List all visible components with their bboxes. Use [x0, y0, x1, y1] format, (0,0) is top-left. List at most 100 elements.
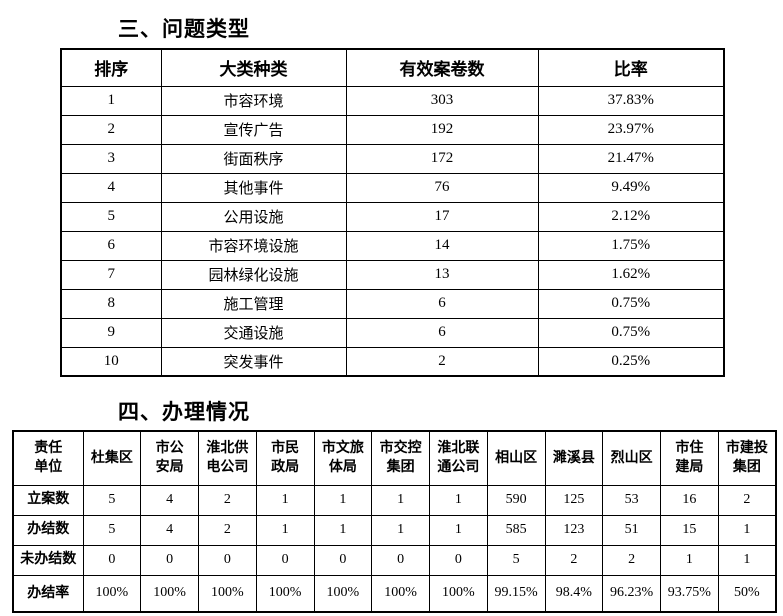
- value-cell: 1: [371, 514, 430, 546]
- table-row: 未办结数 0 0 0 0 0 0 0 5 2 2 1 1: [12, 544, 777, 576]
- category-cell: 园林绿化设施: [160, 259, 347, 290]
- value-cell: 4: [140, 484, 199, 516]
- unit-column-header: 市文旅 体局: [313, 430, 373, 486]
- row-label: 办结率: [12, 574, 84, 613]
- category-cell: 街面秩序: [160, 143, 347, 174]
- value-cell: 99.15%: [486, 574, 546, 613]
- value-cell: 100%: [198, 574, 257, 613]
- unit-column-header: 市公 安局: [140, 430, 199, 486]
- value-cell: 0: [255, 544, 315, 576]
- table-row: 办结数 5 4 2 1 1 1 1 585 123 51 15 1: [12, 514, 777, 546]
- table-row: 1 市容环境 303 37.83%: [60, 85, 725, 116]
- value-cell: 1: [717, 514, 777, 546]
- value-cell: 1: [717, 544, 777, 576]
- category-cell: 其他事件: [160, 172, 347, 203]
- value-cell: 93.75%: [660, 574, 719, 613]
- value-cell: 96.23%: [602, 574, 661, 613]
- unit-column-header: 濉溪县: [544, 430, 604, 486]
- value-cell: 1: [313, 484, 373, 516]
- table-row: 4 其他事件 76 9.49%: [60, 172, 725, 203]
- value-cell: 100%: [140, 574, 199, 613]
- value-cell: 4: [140, 514, 199, 546]
- value-cell: 5: [486, 544, 546, 576]
- handling-section-title: 四、办理情况: [118, 400, 250, 425]
- value-cell: 100%: [82, 574, 142, 613]
- value-cell: 2: [198, 484, 257, 516]
- table-row: 8 施工管理 6 0.75%: [60, 288, 725, 319]
- table-row: 9 交通设施 6 0.75%: [60, 317, 725, 348]
- case-count-cell: 6: [345, 317, 539, 348]
- value-cell: 50%: [717, 574, 777, 613]
- value-cell: 1: [371, 484, 430, 516]
- rank-cell: 1: [60, 85, 162, 116]
- unit-column-header: 杜集区: [82, 430, 142, 486]
- ratio-cell: 0.75%: [537, 288, 725, 319]
- value-cell: 0: [371, 544, 430, 576]
- table-row: 3 街面秩序 172 21.47%: [60, 143, 725, 174]
- case-count-cell: 14: [345, 230, 539, 261]
- ratio-cell: 1.62%: [537, 259, 725, 290]
- value-cell: 1: [255, 484, 315, 516]
- category-cell: 宣传广告: [160, 114, 347, 145]
- value-cell: 51: [602, 514, 661, 546]
- category-cell: 交通设施: [160, 317, 347, 348]
- handling-status-table: 责任 单位 杜集区 市公 安局 淮北供 电公司 市民 政局 市文旅 体局 市交控 集团 淮北联…: [12, 430, 777, 614]
- value-cell: 53: [602, 484, 661, 516]
- column-header: 大类种类: [160, 48, 347, 87]
- unit-column-header: 市交控 集团: [371, 430, 430, 486]
- ratio-cell: 9.49%: [537, 172, 725, 203]
- category-cell: 公用设施: [160, 201, 347, 232]
- value-cell: 1: [660, 544, 719, 576]
- category-cell: 市容环境设施: [160, 230, 347, 261]
- value-cell: 1: [255, 514, 315, 546]
- value-cell: 98.4%: [544, 574, 604, 613]
- unit-column-header: 市民 政局: [255, 430, 315, 486]
- table-row: 7 园林绿化设施 13 1.62%: [60, 259, 725, 290]
- unit-column-header: 淮北联 通公司: [429, 430, 488, 486]
- unit-column-header: 市建投 集团: [717, 430, 777, 486]
- value-cell: 0: [198, 544, 257, 576]
- case-count-cell: 172: [345, 143, 539, 174]
- value-cell: 0: [429, 544, 488, 576]
- value-cell: 0: [140, 544, 199, 576]
- value-cell: 2: [544, 544, 604, 576]
- unit-column-header: 淮北供 电公司: [198, 430, 257, 486]
- rank-cell: 9: [60, 317, 162, 348]
- case-count-cell: 17: [345, 201, 539, 232]
- unit-column-header: 市住 建局: [660, 430, 719, 486]
- value-cell: 2: [717, 484, 777, 516]
- value-cell: 1: [429, 514, 488, 546]
- case-count-cell: 303: [345, 85, 539, 116]
- value-cell: 5: [82, 514, 142, 546]
- unit-column-header: 烈山区: [602, 430, 661, 486]
- value-cell: 585: [486, 514, 546, 546]
- row-label: 未办结数: [12, 544, 84, 576]
- ratio-cell: 0.75%: [537, 317, 725, 348]
- rank-cell: 2: [60, 114, 162, 145]
- table-row: 办结率 100% 100% 100% 100% 100% 100% 100% 99.15% 98.…: [12, 574, 777, 613]
- handling-table-header-row: 责任 单位 杜集区 市公 安局 淮北供 电公司 市民 政局 市文旅 体局 市交控 集团 淮北联…: [12, 430, 777, 486]
- rank-cell: 6: [60, 230, 162, 261]
- problem-type-table: 排序 大类种类 有效案卷数 比率 1 市容环境 303 37.83% 2 宣传广告 192 23.9…: [60, 48, 725, 378]
- problem-table-header-row: 排序 大类种类 有效案卷数 比率: [60, 48, 725, 87]
- ratio-cell: 21.47%: [537, 143, 725, 174]
- column-header: 排序: [60, 48, 162, 87]
- rank-cell: 7: [60, 259, 162, 290]
- table-row: 5 公用设施 17 2.12%: [60, 201, 725, 232]
- value-cell: 125: [544, 484, 604, 516]
- value-cell: 0: [82, 544, 142, 576]
- table-row: 2 宣传广告 192 23.97%: [60, 114, 725, 145]
- case-count-cell: 13: [345, 259, 539, 290]
- value-cell: 1: [429, 484, 488, 516]
- table-row: 10 突发事件 2 0.25%: [60, 346, 725, 377]
- value-cell: 1: [313, 514, 373, 546]
- case-count-cell: 76: [345, 172, 539, 203]
- value-cell: 2: [198, 514, 257, 546]
- ratio-cell: 2.12%: [537, 201, 725, 232]
- ratio-cell: 1.75%: [537, 230, 725, 261]
- table-row: 6 市容环境设施 14 1.75%: [60, 230, 725, 261]
- value-cell: 5: [82, 484, 142, 516]
- value-cell: 2: [602, 544, 661, 576]
- value-cell: 16: [660, 484, 719, 516]
